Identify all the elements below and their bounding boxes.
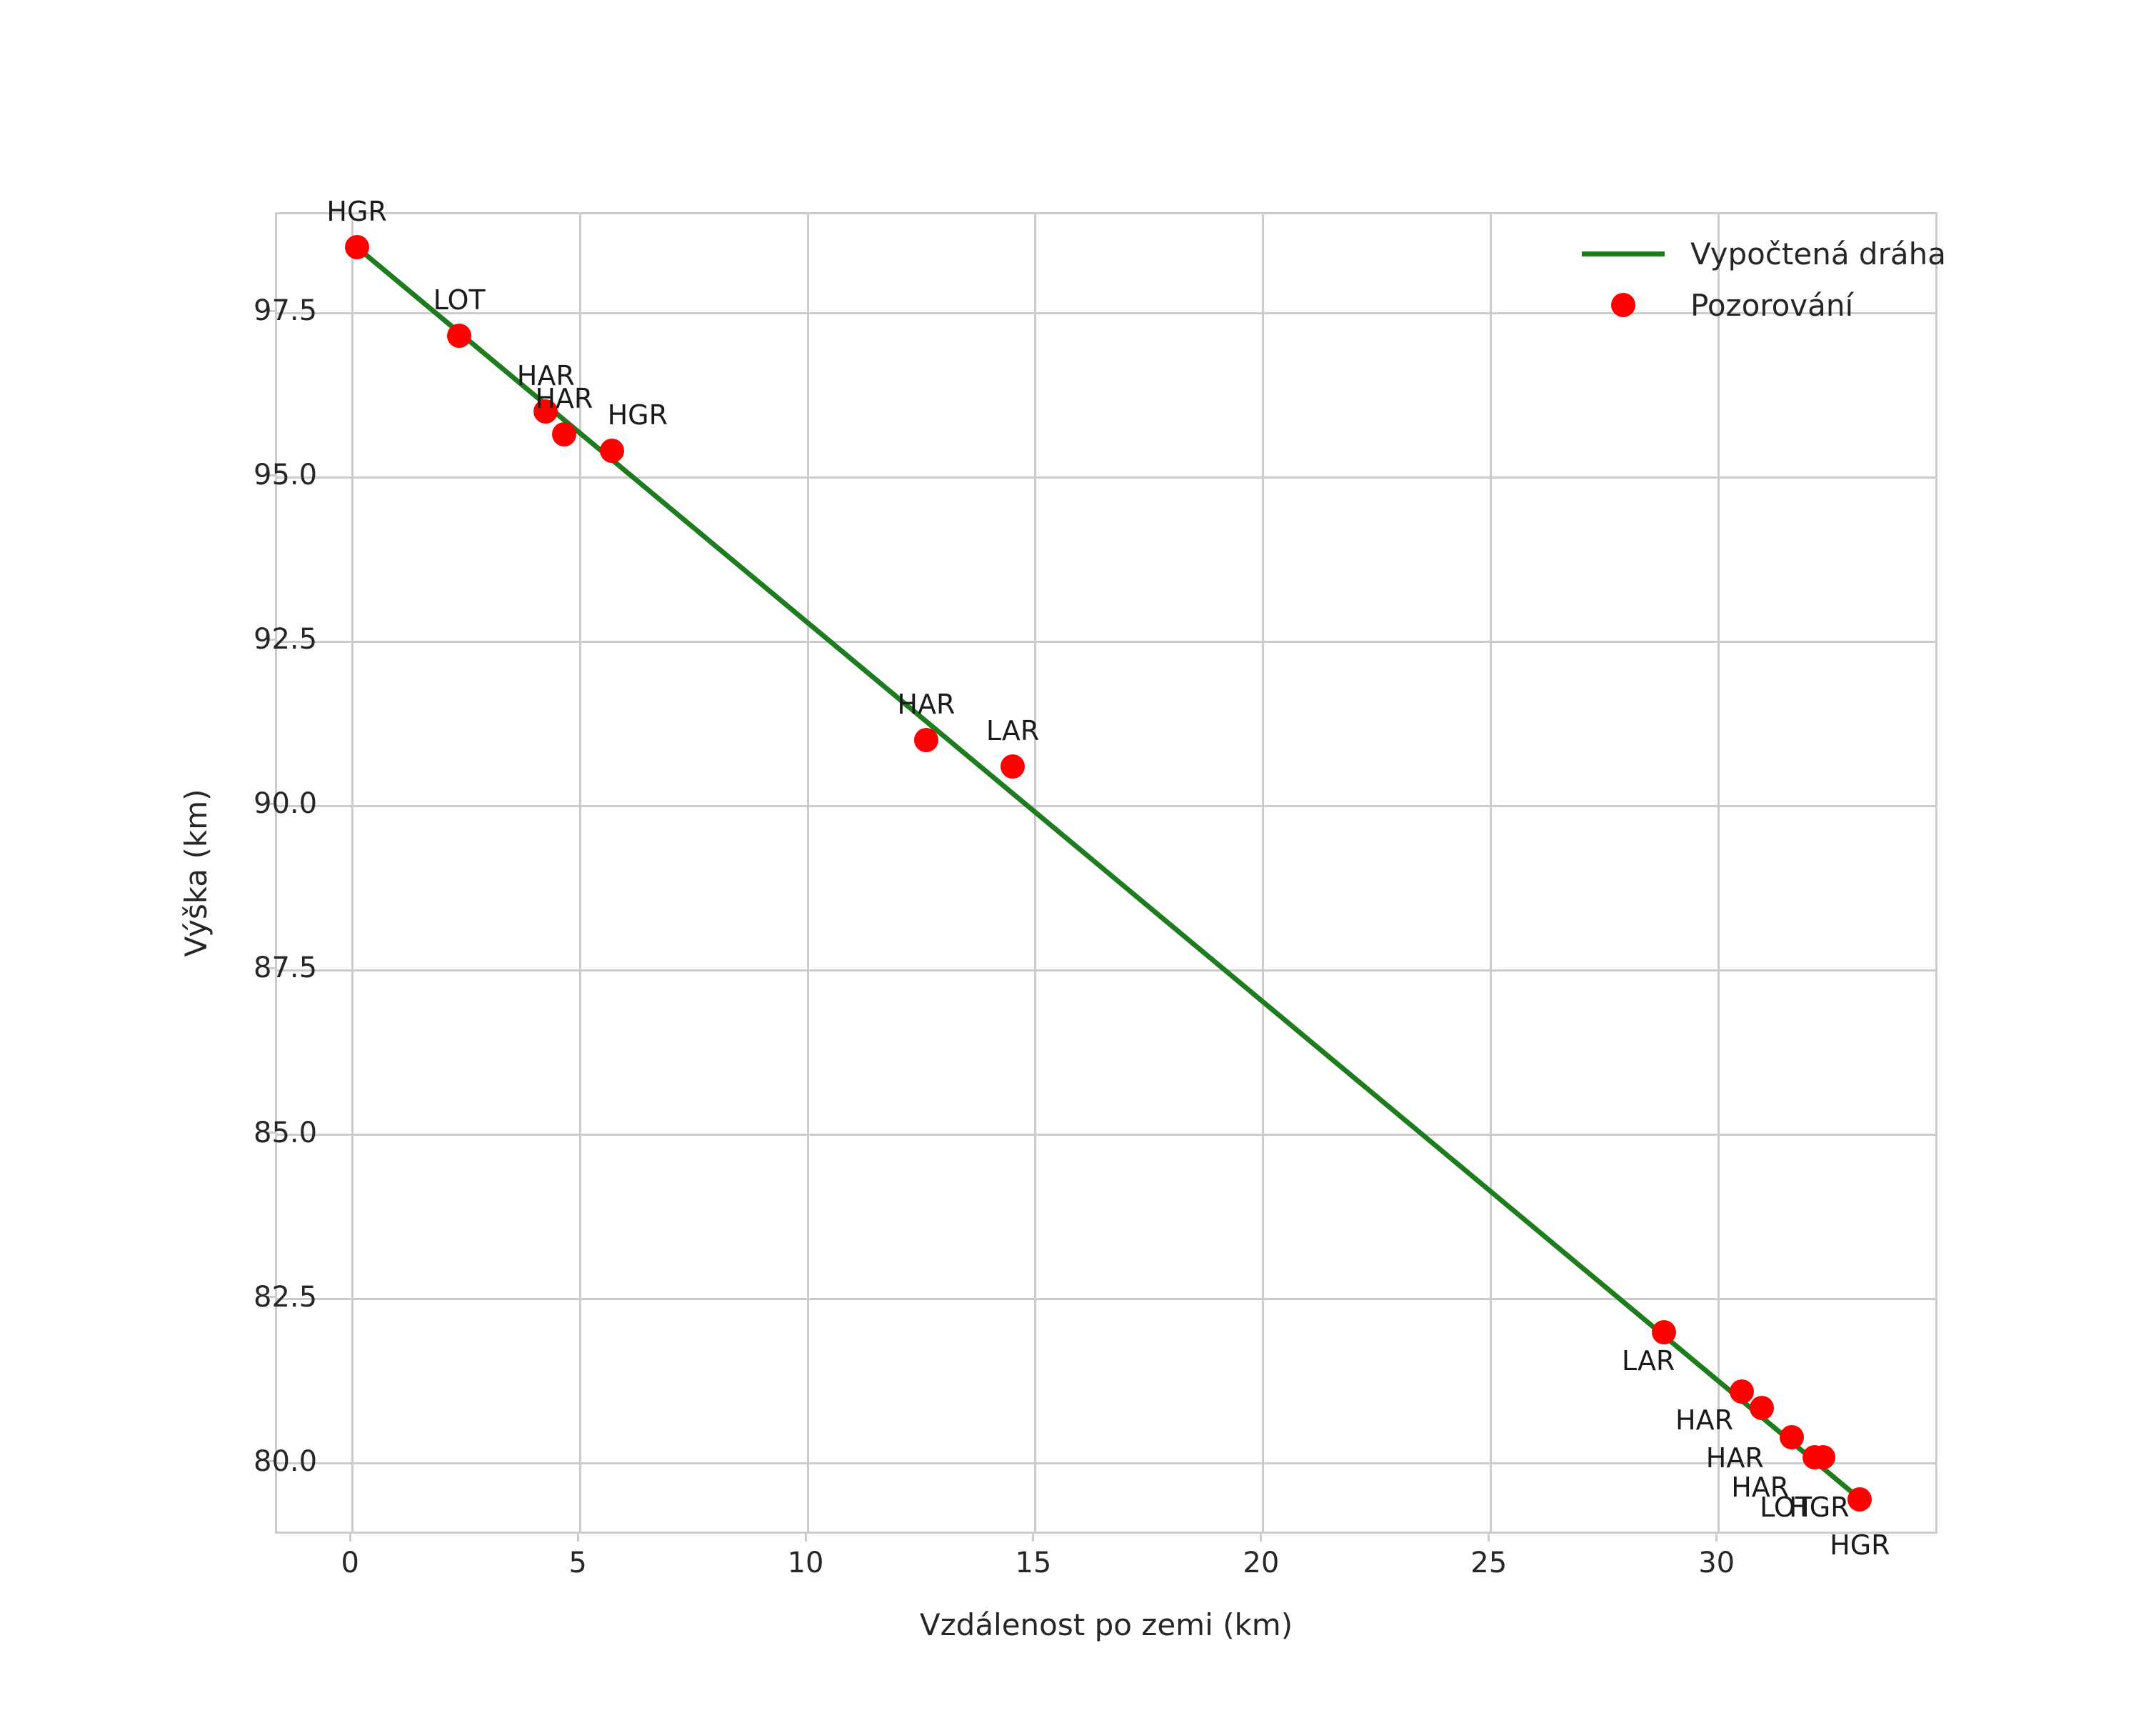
x-tick-label: 25 <box>1470 1547 1508 1579</box>
observation-point <box>551 422 576 447</box>
observation-point <box>913 728 938 753</box>
legend-label-trajectory: Vypočtená dráha <box>1690 236 1946 271</box>
gridline-horizontal <box>277 969 1935 972</box>
x-tick-mark <box>1488 1534 1490 1542</box>
gridline-vertical <box>1262 214 1265 1532</box>
grid-layer <box>277 214 1935 1532</box>
gridline-horizontal <box>277 1462 1935 1465</box>
y-tick-mark <box>267 309 275 312</box>
observation-point <box>1729 1379 1754 1404</box>
observation-point-label: HAR <box>1731 1471 1790 1503</box>
observation-point-label: LOT <box>1760 1491 1812 1523</box>
y-tick-label: 85.0 <box>254 1116 318 1149</box>
x-tick-mark <box>1032 1534 1035 1542</box>
observation-point-label: HAR <box>535 383 593 415</box>
y-tick-label: 87.5 <box>254 952 318 985</box>
observation-point <box>344 235 369 260</box>
x-tick-mark <box>349 1534 351 1542</box>
y-tick-label: 80.0 <box>254 1444 318 1478</box>
observation-point <box>1811 1444 1836 1469</box>
observation-point-label: HAR <box>516 360 575 392</box>
observation-point-label: HGR <box>607 399 668 431</box>
y-tick-mark <box>267 474 275 476</box>
observation-point <box>447 324 472 349</box>
x-tick-label: 20 <box>1243 1547 1280 1579</box>
observation-point <box>1001 754 1026 779</box>
y-tick-label: 82.5 <box>254 1280 318 1314</box>
y-tick-label: 97.5 <box>254 294 318 328</box>
y-tick-label: 92.5 <box>254 623 318 656</box>
gridline-horizontal <box>277 804 1935 807</box>
observation-point-label: HGR <box>326 196 387 228</box>
x-tick-label: 10 <box>787 1547 824 1579</box>
y-tick-mark <box>267 638 275 641</box>
gridline-horizontal <box>277 476 1935 479</box>
x-tick-label: 30 <box>1698 1547 1735 1579</box>
observation-point <box>1652 1319 1677 1344</box>
gridline-horizontal <box>277 1298 1935 1301</box>
gridline-vertical <box>351 214 354 1532</box>
observation-point-label: HAR <box>897 689 956 721</box>
x-tick-label: 15 <box>1015 1547 1052 1579</box>
x-tick-mark <box>804 1534 807 1542</box>
observation-point <box>1779 1424 1804 1449</box>
observation-point-label: LOT <box>433 284 486 316</box>
x-axis-title: Vzdálenost po zemi (km) <box>919 1607 1293 1642</box>
gridline-vertical <box>1718 214 1720 1532</box>
x-tick-mark <box>576 1534 579 1542</box>
observation-point-label: HAR <box>1705 1442 1764 1474</box>
gridline-horizontal <box>277 640 1935 643</box>
x-tick-label: 0 <box>341 1547 359 1579</box>
observation-point <box>533 399 558 424</box>
legend-line-swatch-icon <box>1582 251 1665 256</box>
y-tick-mark <box>267 967 275 969</box>
observation-point-label: HGR <box>1789 1491 1850 1523</box>
legend-item-line: Vypočtená dráha <box>1582 232 1946 275</box>
gridline-vertical <box>806 214 809 1532</box>
legend-dot-swatch-icon <box>1582 293 1665 317</box>
x-tick-mark <box>1260 1534 1263 1542</box>
observation-points-layer: HGR LOT HAR HAR HGR HAR LAR LAR HAR HAR HAR LOT HGR H… <box>277 196 1935 1561</box>
observation-point-label: HAR <box>1675 1404 1734 1436</box>
x-tick-mark <box>1715 1534 1718 1542</box>
y-tick-mark <box>267 1296 275 1299</box>
x-tick-label: 5 <box>568 1547 587 1579</box>
gridline-vertical <box>1034 214 1037 1532</box>
gridline-horizontal <box>277 311 1935 314</box>
y-tick-label: 95.0 <box>254 459 318 492</box>
observation-point <box>599 439 624 464</box>
gridline-vertical <box>578 214 581 1532</box>
legend-item-marker: Pozorování <box>1582 284 1853 326</box>
y-tick-mark <box>267 1132 275 1134</box>
gridline-vertical <box>1490 214 1493 1532</box>
y-tick-mark <box>267 1460 275 1463</box>
observation-point <box>1847 1487 1872 1512</box>
observation-point <box>1750 1395 1775 1420</box>
legend-label-observation: Pozorování <box>1690 287 1854 323</box>
observation-point-label: LAR <box>1621 1344 1675 1377</box>
observation-point-label: HGR <box>1830 1529 1890 1562</box>
y-tick-mark <box>267 802 275 805</box>
gridline-horizontal <box>277 1134 1935 1137</box>
observation-point-label: LAR <box>986 715 1040 747</box>
y-axis-title: Výška (km) <box>179 789 214 957</box>
chart-legend: Vypočtená dráha Pozorování <box>1582 232 1946 326</box>
y-tick-label: 90.0 <box>254 787 318 821</box>
plot-area: HGR LOT HAR HAR HGR HAR LAR LAR HAR HAR HAR LOT HGR H… <box>275 196 1937 1561</box>
